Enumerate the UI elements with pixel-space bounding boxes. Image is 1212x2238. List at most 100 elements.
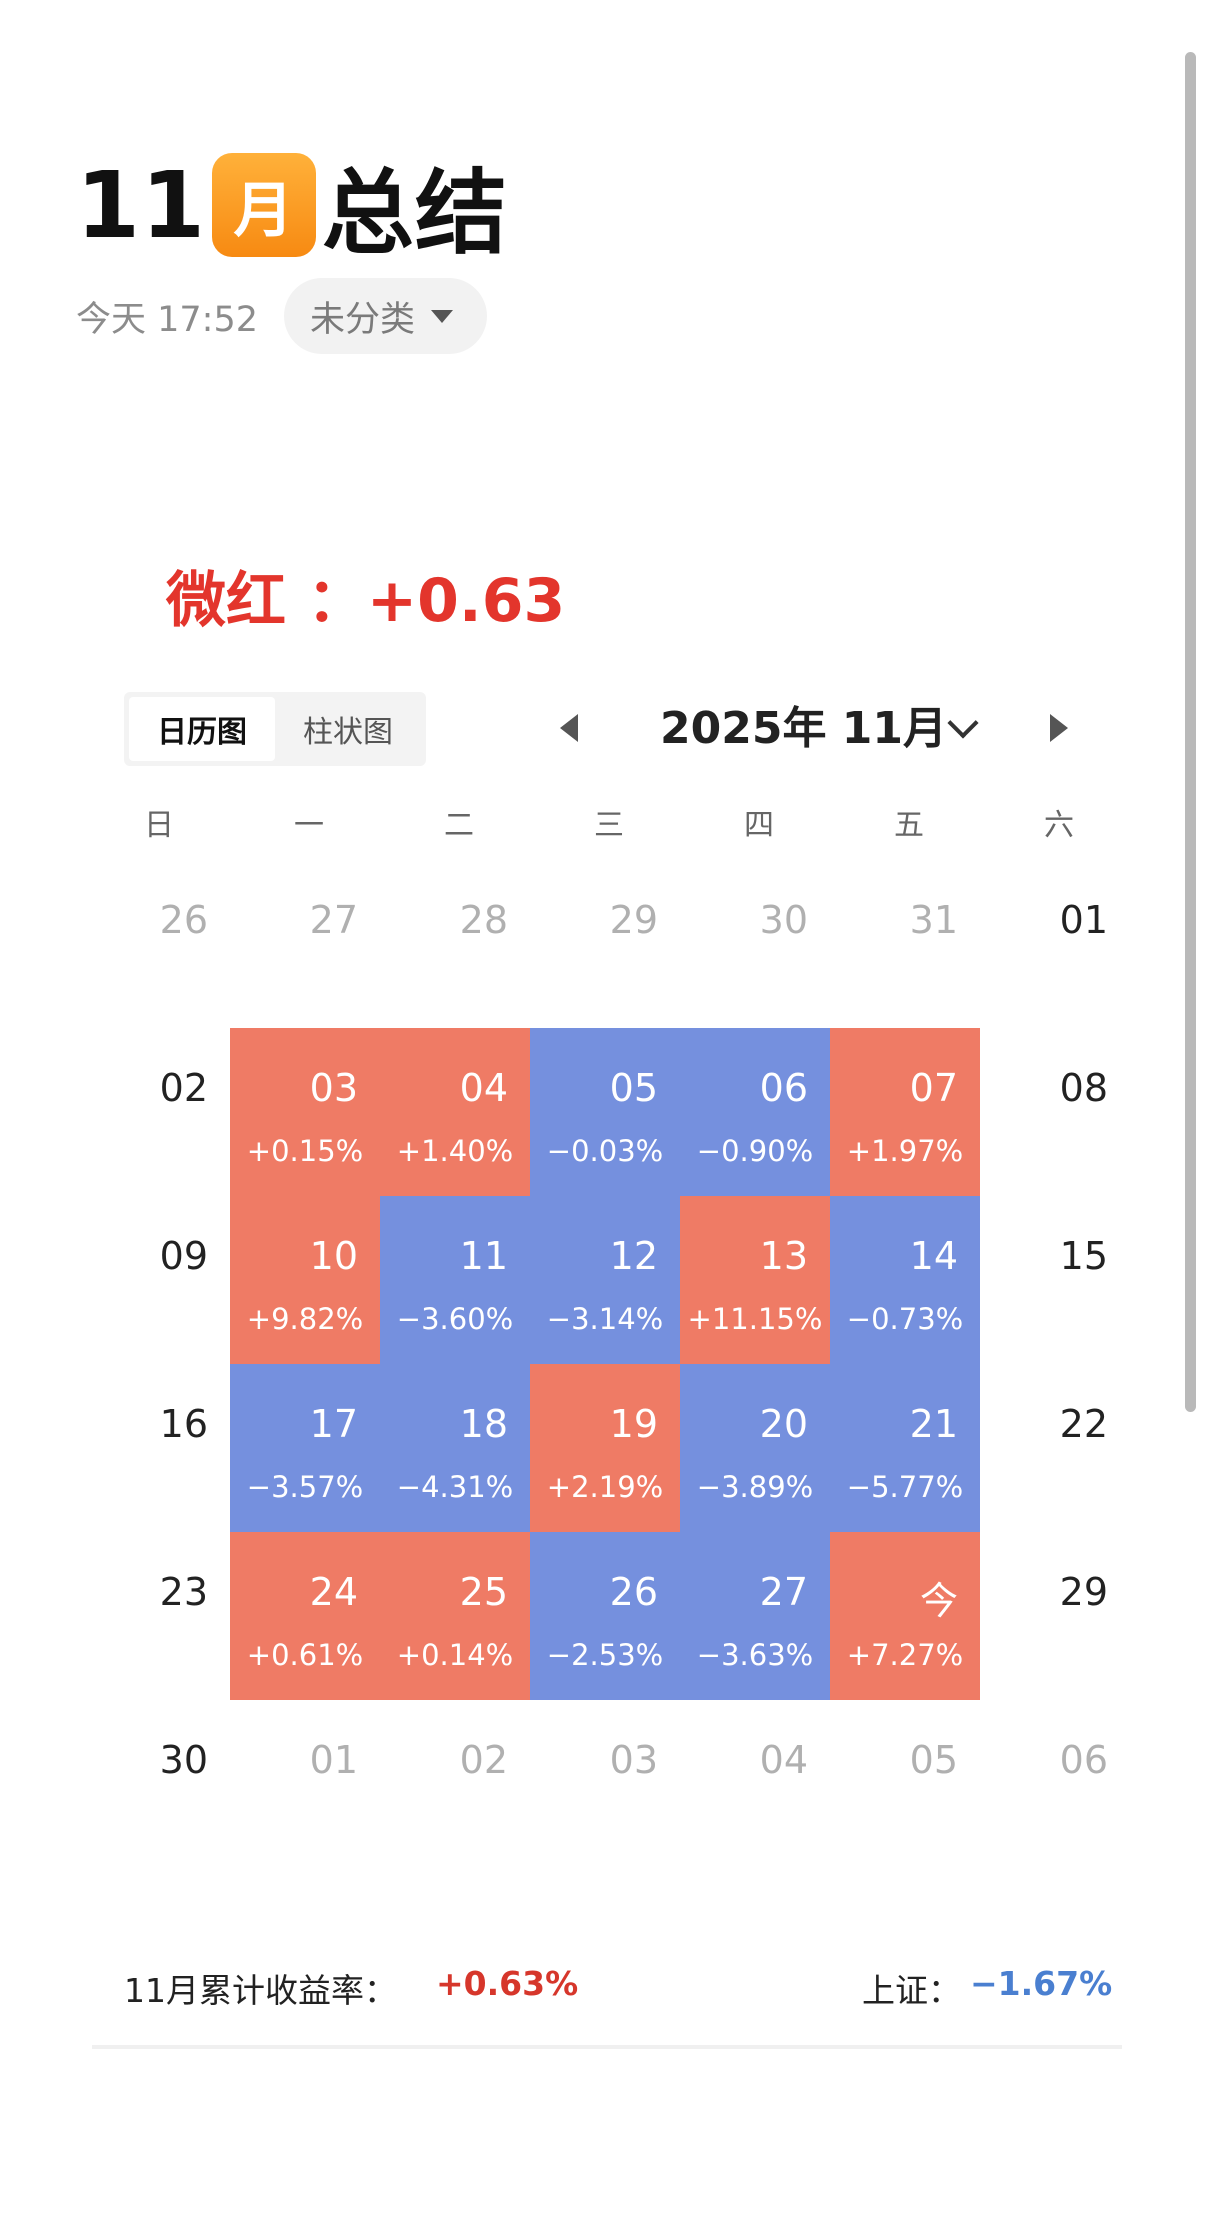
calendar-day-cell[interactable]: 20 −3.89%	[680, 1364, 830, 1532]
calendar-day-cell[interactable]: 05	[830, 1700, 980, 1868]
calendar-day-cell[interactable]: 13 +11.15%	[680, 1196, 830, 1364]
day-change-percent: −3.60%	[396, 1302, 514, 1336]
calendar-day-cell[interactable]: 22	[980, 1364, 1130, 1532]
calendar-day-cell[interactable]: 03	[530, 1700, 680, 1868]
chevron-down-icon[interactable]	[947, 707, 979, 739]
month-navigator: 2025年 11月	[560, 692, 1080, 766]
weekday-label: 六	[1044, 808, 1074, 843]
day-number: 27	[309, 898, 358, 942]
calendar-day-cell[interactable]: 31	[830, 860, 980, 1028]
day-number: 14	[909, 1234, 958, 1278]
summary-headline: 微红 ：+0.63	[166, 566, 566, 636]
day-number: 18	[459, 1402, 508, 1446]
calendar-day-cell[interactable]: 08	[980, 1028, 1130, 1196]
calendar-day-cell[interactable]: 10 +9.82%	[230, 1196, 380, 1364]
day-number: 08	[1059, 1066, 1108, 1110]
prev-month-icon[interactable]	[560, 714, 578, 742]
day-number: 26	[609, 1570, 658, 1614]
day-number: 17	[309, 1402, 358, 1446]
calendar-day-cell[interactable]: 01	[980, 860, 1130, 1028]
weekday-label: 四	[744, 808, 774, 843]
day-number: 11	[459, 1234, 508, 1278]
calendar-day-cell[interactable]: 04 +1.40%	[380, 1028, 530, 1196]
weekday-header: 日一二三四五六	[144, 800, 1206, 850]
calendar-day-cell[interactable]: 27	[230, 860, 380, 1028]
weekday-label: 二	[444, 808, 474, 843]
day-number: 04	[759, 1738, 808, 1782]
calendar-day-cell[interactable]: 06	[980, 1700, 1130, 1868]
calendar-day-cell[interactable]: 24 +0.61%	[230, 1532, 380, 1700]
calendar-day-cell[interactable]: 04	[680, 1700, 830, 1868]
calendar-day-cell[interactable]: 05 −0.03%	[530, 1028, 680, 1196]
calendar-day-cell[interactable]: 16	[80, 1364, 230, 1532]
day-number: 05	[909, 1738, 958, 1782]
calendar-day-cell[interactable]: 30	[680, 860, 830, 1028]
day-change-percent: +1.97%	[846, 1134, 964, 1168]
calendar-day-cell[interactable]: 11 −3.60%	[380, 1196, 530, 1364]
day-number: 29	[1059, 1570, 1108, 1614]
category-dropdown[interactable]: 未分类	[284, 278, 488, 354]
day-change-percent: −0.90%	[696, 1134, 814, 1168]
day-number: 28	[459, 898, 508, 942]
day-number: 16	[159, 1402, 208, 1446]
weekday-label: 五	[894, 808, 924, 843]
weekday-label: 三	[594, 808, 624, 843]
calendar-day-cell[interactable]: 12 −3.14%	[530, 1196, 680, 1364]
calendar-day-cell[interactable]: 06 −0.90%	[680, 1028, 830, 1196]
calendar-day-cell[interactable]: 09	[80, 1196, 230, 1364]
calendar-day-cell[interactable]: 23	[80, 1532, 230, 1700]
day-number: 26	[159, 898, 208, 942]
day-change-percent: −5.77%	[846, 1470, 964, 1504]
day-change-percent: −3.14%	[546, 1302, 664, 1336]
title-suffix: 总结	[322, 159, 509, 267]
category-label: 未分类	[310, 299, 416, 340]
tab-bar-chart[interactable]: 柱状图	[303, 715, 393, 750]
tab-calendar[interactable]: 日历图	[129, 697, 275, 761]
day-change-percent: +9.82%	[246, 1302, 364, 1336]
cumulative-return-label: 11月累计收益率：	[124, 1971, 397, 2010]
calendar-day-cell[interactable]: 27 −3.63%	[680, 1532, 830, 1700]
calendar-day-cell[interactable]: 15	[980, 1196, 1130, 1364]
calendar-day-cell[interactable]: 03 +0.15%	[230, 1028, 380, 1196]
calendar-day-cell[interactable]: 17 −3.57%	[230, 1364, 380, 1532]
calendar-day-cell[interactable]: 01	[230, 1700, 380, 1868]
day-change-percent: +0.61%	[246, 1638, 364, 1672]
calendar-day-cell[interactable]: 28	[380, 860, 530, 1028]
day-number: 01	[309, 1738, 358, 1782]
page-title: 11 月 总结	[76, 150, 508, 267]
calendar-day-cell[interactable]: 29	[530, 860, 680, 1028]
day-number: 19	[609, 1402, 658, 1446]
calendar-day-cell[interactable]: 25 +0.14%	[380, 1532, 530, 1700]
calendar-day-cell[interactable]: 19 +2.19%	[530, 1364, 680, 1532]
index-label: 上证：	[862, 1971, 961, 2010]
calendar-day-cell[interactable]: 今 +7.27%	[830, 1532, 980, 1700]
day-change-percent: −0.73%	[846, 1302, 964, 1336]
day-number: 20	[759, 1402, 808, 1446]
day-number: 05	[609, 1066, 658, 1110]
calendar-day-cell[interactable]: 07 +1.97%	[830, 1028, 980, 1196]
calendar-day-cell[interactable]: 14 −0.73%	[830, 1196, 980, 1364]
title-month-badge: 月	[212, 153, 317, 257]
day-number: 01	[1059, 898, 1108, 942]
calendar-day-cell[interactable]: 02	[80, 1028, 230, 1196]
calendar-day-cell[interactable]: 21 −5.77%	[830, 1364, 980, 1532]
calendar-day-cell[interactable]: 26 −2.53%	[530, 1532, 680, 1700]
day-number: 04	[459, 1066, 508, 1110]
calendar-day-cell[interactable]: 30	[80, 1700, 230, 1868]
calendar-day-cell[interactable]: 02	[380, 1700, 530, 1868]
calendar-day-cell[interactable]: 26	[80, 860, 230, 1028]
day-number: 24	[309, 1570, 358, 1614]
next-month-icon[interactable]	[1050, 714, 1068, 742]
day-change-percent: −0.03%	[546, 1134, 664, 1168]
day-change-percent: +7.27%	[846, 1638, 964, 1672]
day-number: 06	[759, 1066, 808, 1110]
scrollbar[interactable]	[1185, 52, 1196, 1412]
month-label[interactable]: 2025年 11月	[660, 703, 948, 754]
view-toggle: 日历图 柱状图	[124, 692, 426, 766]
calendar-day-cell[interactable]: 18 −4.31%	[380, 1364, 530, 1532]
day-number: 02	[159, 1066, 208, 1110]
day-number: 30	[159, 1738, 208, 1782]
day-number: 29	[609, 898, 658, 942]
day-change-percent: −4.31%	[396, 1470, 514, 1504]
calendar-day-cell[interactable]: 29	[980, 1532, 1130, 1700]
